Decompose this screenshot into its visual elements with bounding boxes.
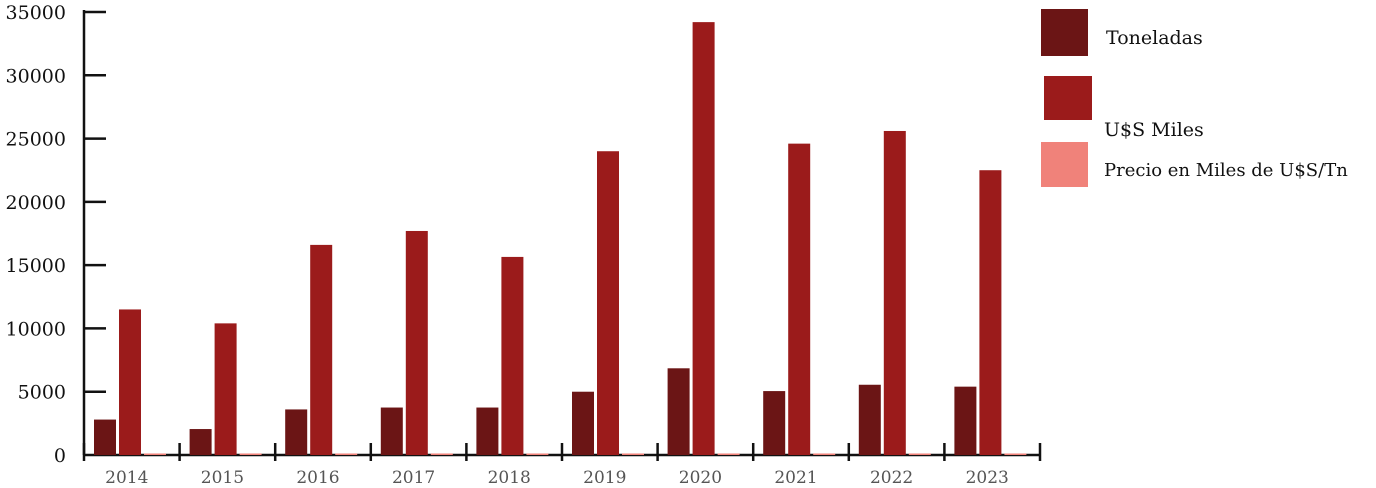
x-tick-label: 2023 (966, 468, 1009, 488)
bar-1-2015 (214, 323, 237, 455)
bar-1-2021 (788, 143, 811, 456)
x-tick-label: 2019 (583, 468, 626, 488)
legend-swatch-usd-miles (1044, 76, 1092, 120)
bar-2-2015 (239, 453, 262, 455)
legend-label-usd-miles: U$S Miles (1104, 119, 1204, 141)
legend-swatch-toneladas (1041, 9, 1088, 56)
y-tick-label: 10000 (6, 318, 66, 340)
bar-0-2015 (189, 429, 212, 455)
x-tick-label: 2014 (105, 468, 148, 488)
legend-label-toneladas: Toneladas (1106, 27, 1203, 49)
y-tick-label: 35000 (6, 2, 66, 24)
bar-0-2023 (954, 386, 977, 455)
bar-1-2018 (501, 256, 524, 455)
bar-2-2017 (430, 453, 453, 455)
x-tick-label: 2017 (392, 468, 435, 488)
bar-0-2021 (763, 391, 786, 455)
x-tick-label: 2022 (870, 468, 913, 488)
y-tick-label: 30000 (6, 65, 66, 87)
bar-0-2017 (380, 407, 403, 455)
bar-2-2022 (908, 453, 931, 455)
legend-label-precio: Precio en Miles de U$S/Tn (1104, 160, 1348, 181)
y-tick-label: 15000 (6, 255, 66, 277)
x-tick-label: 2016 (296, 468, 339, 488)
bar-1-2020 (692, 22, 715, 456)
bar-0-2018 (476, 407, 499, 455)
legend-swatch-precio (1041, 142, 1088, 187)
bar-2-2020 (717, 453, 740, 455)
bar-1-2022 (883, 130, 906, 455)
bar-0-2016 (285, 409, 308, 455)
bar-2-2019 (622, 453, 644, 455)
bar-1-2016 (310, 244, 333, 455)
y-tick-label: 0 (54, 445, 66, 467)
bar-2-2016 (335, 453, 358, 455)
bars (94, 22, 1027, 456)
x-tick-label: 2015 (201, 468, 244, 488)
bar-1-2019 (597, 151, 619, 455)
bar-0-2014 (94, 419, 116, 455)
bar-1-2017 (405, 230, 428, 455)
y-tick-label: 5000 (18, 382, 66, 404)
bar-2-2014 (144, 453, 166, 455)
y-axis: 0 5000 10000 15000 20000 25000 30000 35000 (6, 2, 106, 467)
y-tick-label: 20000 (6, 192, 66, 214)
bar-0-2019 (572, 391, 594, 455)
bar-1-2014 (119, 309, 141, 455)
x-tick-label: 2018 (488, 468, 531, 488)
bar-2-2021 (813, 453, 836, 455)
bar-0-2020 (667, 368, 690, 455)
x-tick-label: 2021 (774, 468, 817, 488)
bar-2-2023 (1004, 453, 1027, 455)
bar-0-2022 (858, 384, 881, 455)
x-axis: 2014 2015 2016 2017 2018 2019 2020 2021 2022 2023 (82, 443, 1042, 488)
x-tick-label: 2020 (679, 468, 722, 488)
bar-2-2018 (526, 453, 549, 455)
y-tick-label: 25000 (6, 129, 66, 151)
bar-1-2023 (979, 170, 1002, 455)
